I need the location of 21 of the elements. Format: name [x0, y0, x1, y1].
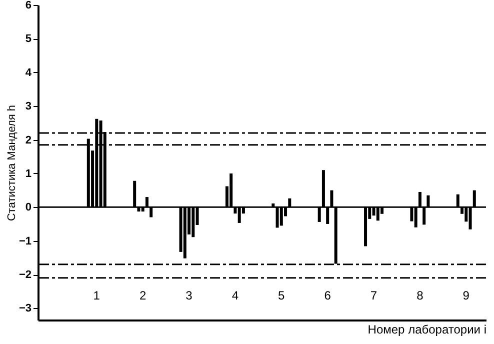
y-tick-label: 0	[25, 202, 32, 214]
y-tick-label: −1	[18, 235, 32, 248]
y-tick-label: 4	[25, 66, 32, 79]
y-tick-label: 3	[25, 100, 32, 113]
y-tick-label: 1	[25, 168, 32, 180]
x-axis-title: Номер лаборатории i	[368, 322, 486, 336]
x-tick-label: 8	[416, 288, 424, 302]
x-tick-label: 7	[370, 288, 378, 302]
x-tick-label: 1	[93, 288, 100, 302]
y-tick-label: 2	[25, 134, 32, 146]
y-tick-label: −2	[18, 269, 32, 282]
x-tick-label: 2	[139, 288, 146, 302]
y-axis-title: Статистика Манделя h	[6, 104, 18, 222]
x-tick-label: 6	[324, 288, 332, 302]
x-tick-label: 4	[232, 288, 239, 302]
x-tick-label: 9	[462, 288, 470, 302]
y-tick-label: 5	[25, 33, 32, 46]
x-tick-label: 5	[278, 288, 286, 302]
x-tick-label: 3	[186, 288, 193, 302]
y-tick-label: 6	[25, 0, 32, 12]
y-tick-label: −3	[18, 302, 32, 315]
